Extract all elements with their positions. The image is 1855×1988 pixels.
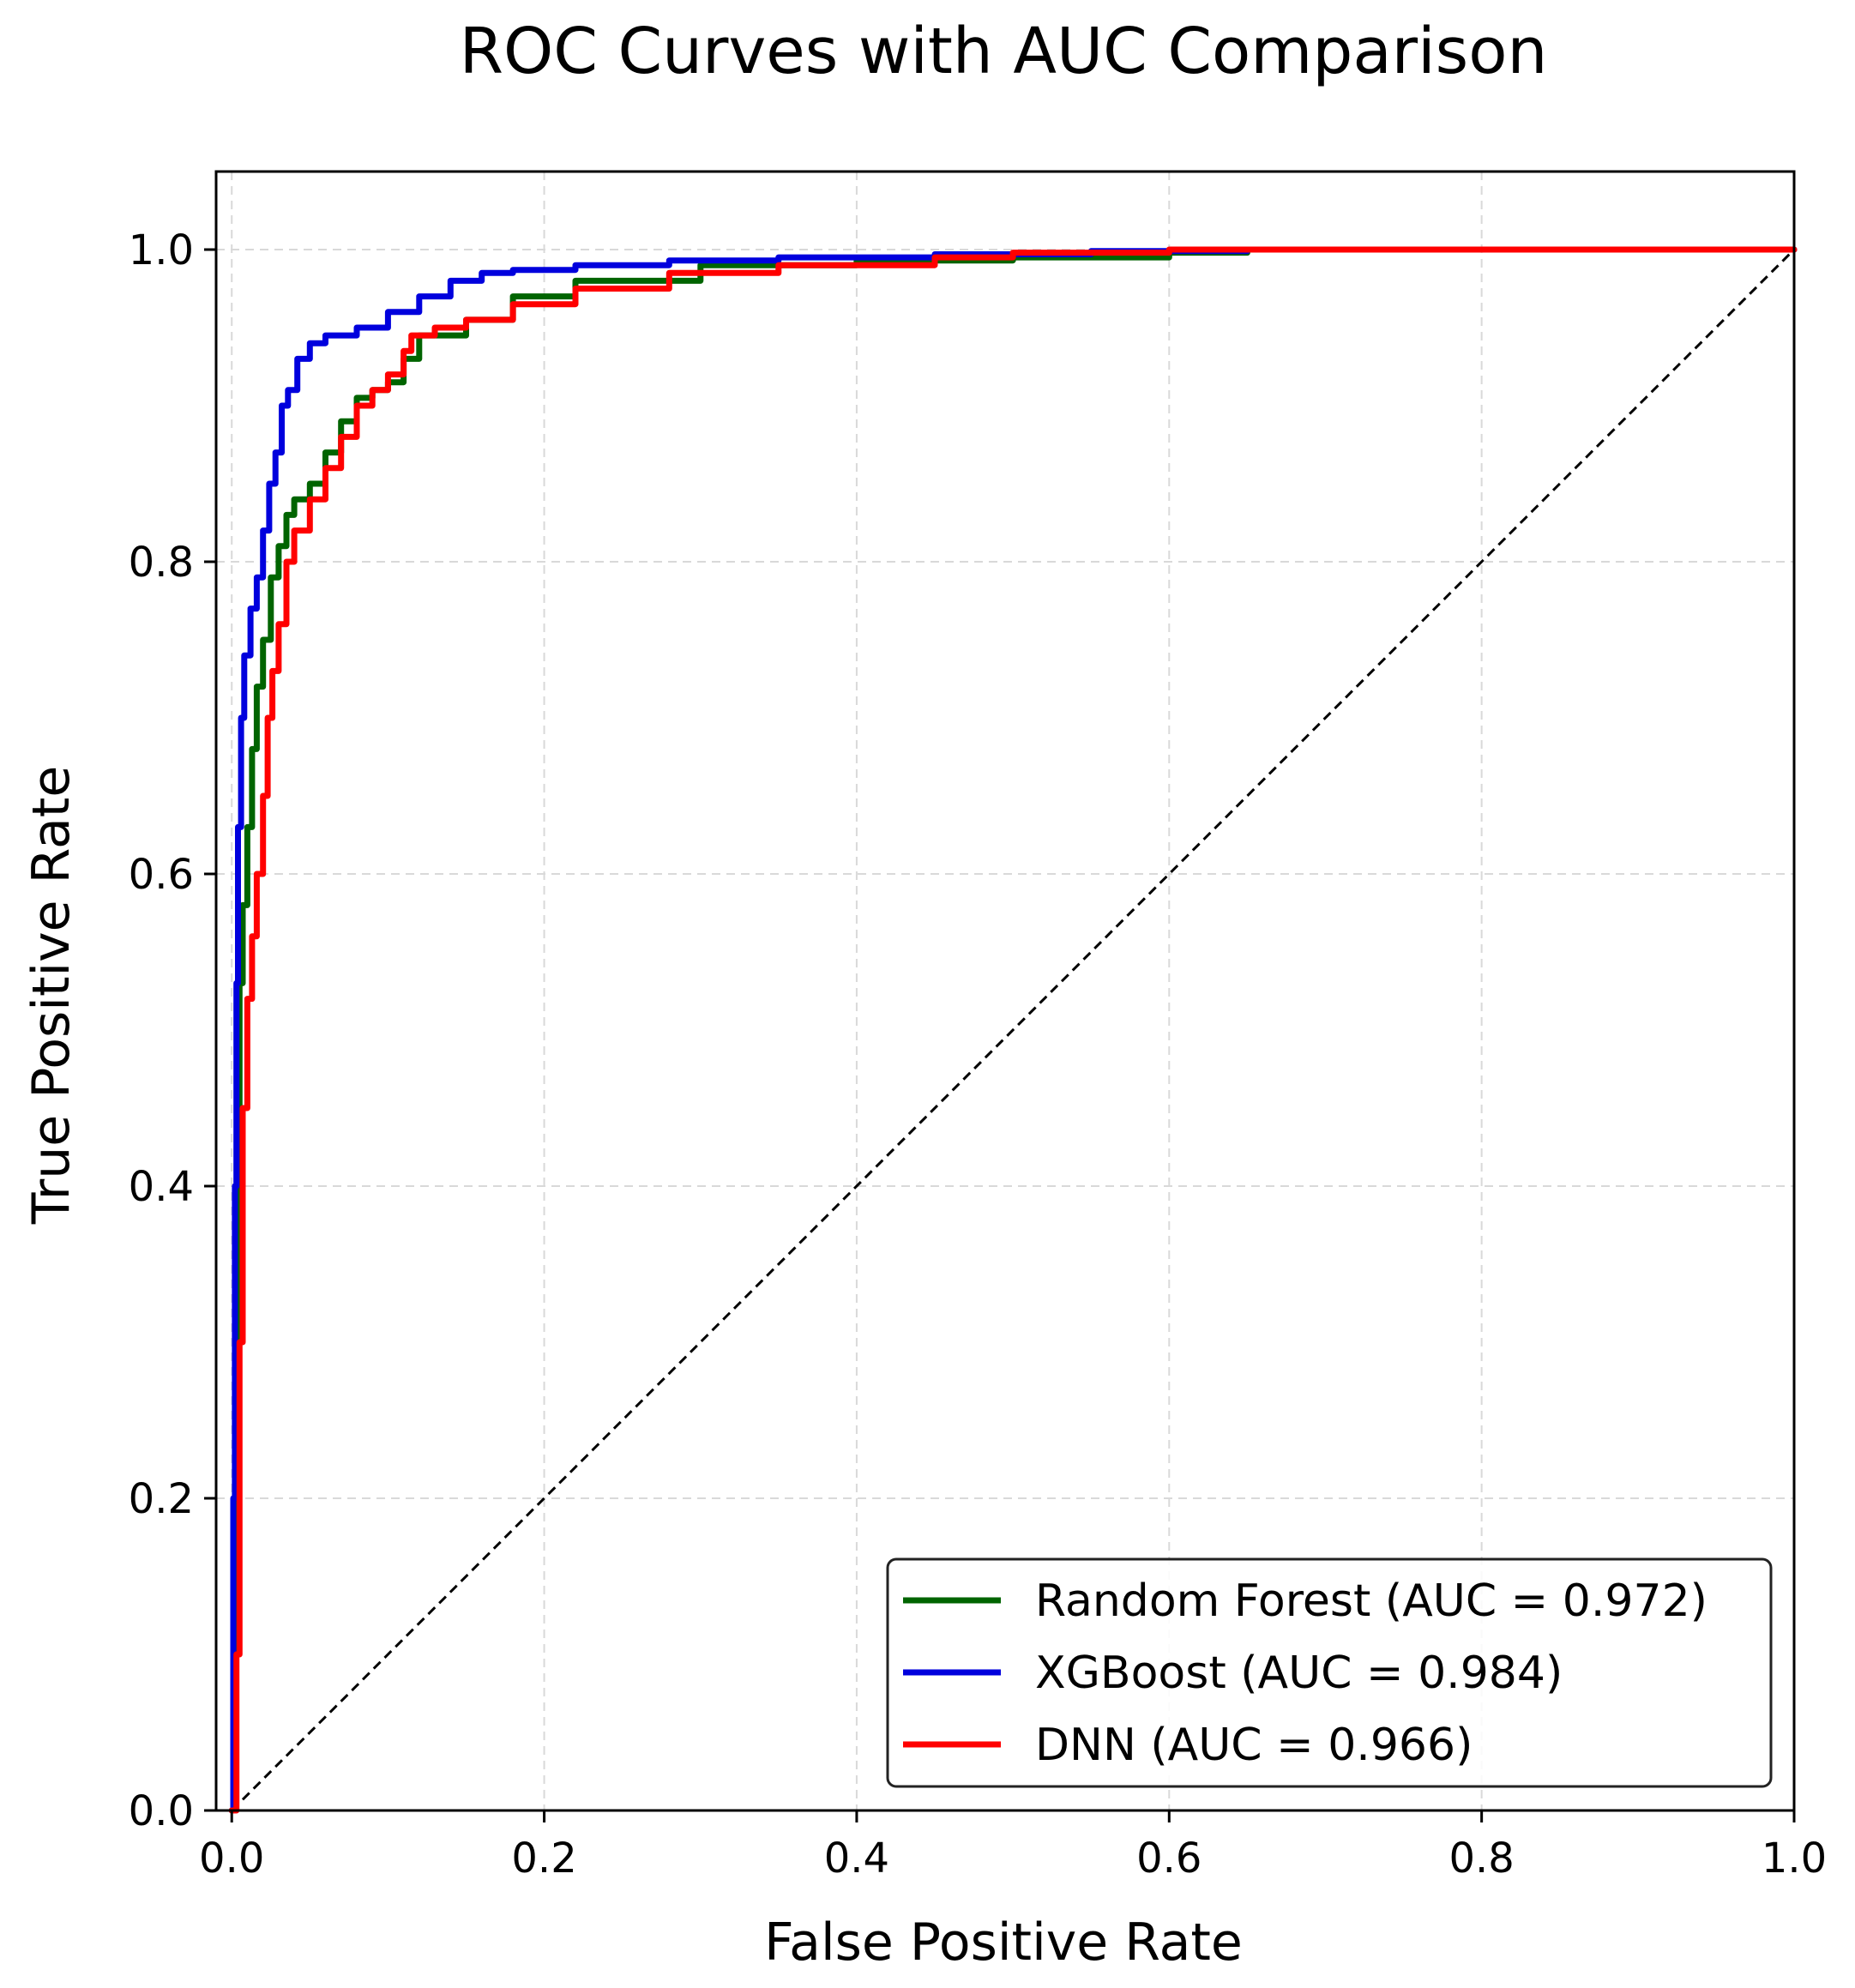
y-axis-ticks: 0.0 0.2 0.4 0.6 0.8 1.0 [129,226,216,1835]
roc-line-xgboost [228,246,1798,1814]
x-axis-label: False Positive Rate [764,1913,1243,1973]
x-tick-label: 0.2 [511,1834,576,1883]
series-lines [228,246,1798,1814]
plot-frame [214,170,1796,1812]
x-tick-label: 1.0 [1762,1834,1827,1883]
y-tick-label: 1.0 [129,226,194,274]
x-tick-label: 0.4 [824,1834,889,1883]
chart-title: ROC Curves with AUC Comparison [460,15,1548,88]
legend-label-dnn: DNN (AUC = 0.966) [1035,1720,1473,1771]
y-tick-label: 0.0 [129,1787,194,1835]
legend: Random Forest (AUC = 0.972) XGBoost (AUC … [886,1557,1773,1788]
legend-label-xgboost: XGBoost (AUC = 0.984) [1035,1648,1563,1699]
x-tick-label: 0.8 [1448,1834,1514,1883]
y-tick-label: 0.6 [129,851,194,899]
x-tick-label: 0.6 [1136,1834,1202,1883]
y-tick-label: 0.2 [129,1475,194,1523]
legend-label-random-forest: Random Forest (AUC = 0.972) [1035,1575,1707,1627]
y-tick-label: 0.8 [129,539,194,587]
roc-line-dnn [228,246,1798,1814]
y-axis-label: True Positive Rate [21,766,81,1225]
x-axis-ticks: 0.0 0.2 0.4 0.6 0.8 1.0 [199,1810,1827,1883]
diagonal-reference [231,248,1796,1812]
diagonal-line [231,248,1796,1812]
legend-box [886,1557,1773,1788]
x-tick-label: 0.0 [199,1834,264,1883]
y-tick-label: 0.4 [129,1163,194,1211]
